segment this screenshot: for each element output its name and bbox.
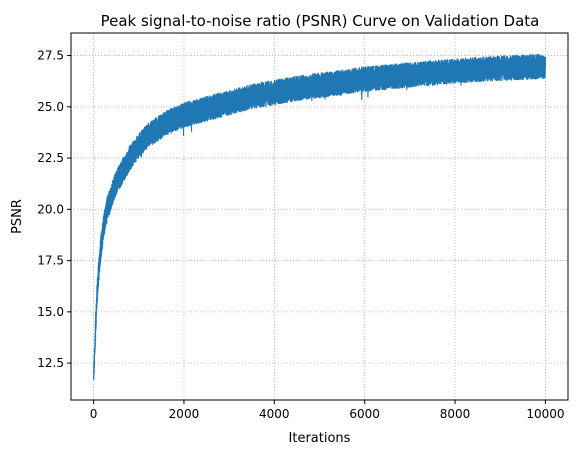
x-tick-label: 10000 <box>526 407 564 421</box>
plot-lines <box>92 53 546 380</box>
chart-title: Peak signal-to-noise ratio (PSNR) Curve … <box>101 12 540 30</box>
y-tick-label: 12.5 <box>37 356 64 370</box>
x-tick-label: 6000 <box>349 407 380 421</box>
x-tick-label: 8000 <box>440 407 471 421</box>
y-tick-label: 20.0 <box>37 202 64 216</box>
plot-frame <box>70 32 569 401</box>
y-axis: 12.5 15.0 17.5 20.0 22.5 25.0 27.5 <box>37 49 71 370</box>
grid-lines <box>71 33 568 400</box>
y-tick-label: 22.5 <box>37 151 64 165</box>
y-axis-label: PSNR <box>10 199 25 234</box>
psnr-series-line <box>92 53 546 380</box>
y-tick-label: 17.5 <box>37 254 64 268</box>
x-tick-label: 0 <box>90 407 98 421</box>
x-tick-label: 4000 <box>259 407 290 421</box>
x-axis-label: Iterations <box>289 431 351 446</box>
x-axis: 0 2000 4000 6000 8000 10000 <box>90 400 565 421</box>
y-tick-label: 15.0 <box>37 305 64 319</box>
y-tick-label: 25.0 <box>37 100 64 114</box>
y-tick-label: 27.5 <box>37 49 64 63</box>
x-tick-label: 2000 <box>169 407 200 421</box>
